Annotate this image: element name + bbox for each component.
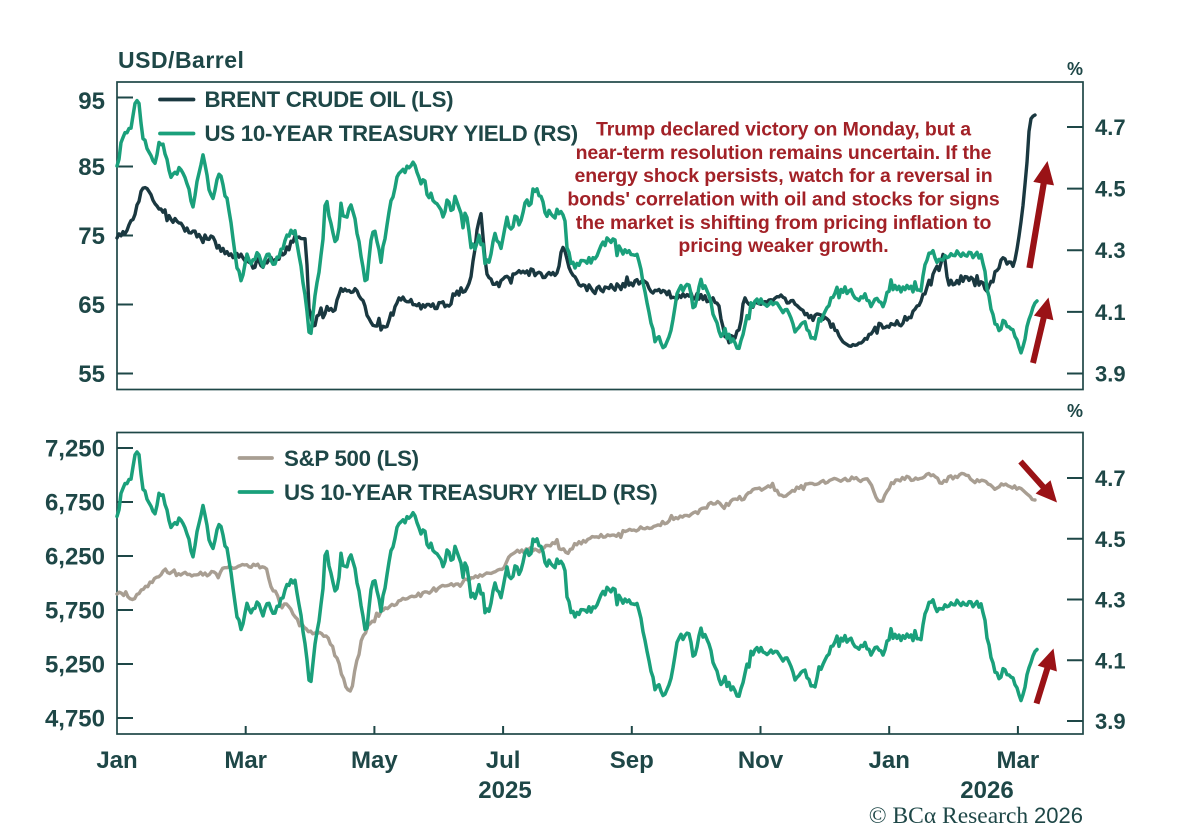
svg-text:Nov: Nov <box>738 747 784 774</box>
svg-text:3.9: 3.9 <box>1095 709 1126 734</box>
svg-text:the market is shifting from pr: the market is shifting from pricing infl… <box>576 212 992 234</box>
svg-text:S&P 500 (LS): S&P 500 (LS) <box>284 446 419 471</box>
svg-text:Jan: Jan <box>869 747 910 774</box>
svg-text:pricing weaker growth.: pricing weaker growth. <box>678 235 888 257</box>
svg-text:BRENT CRUDE OIL (LS): BRENT CRUDE OIL (LS) <box>205 87 454 112</box>
svg-text:2026: 2026 <box>960 777 1013 804</box>
svg-text:4.7: 4.7 <box>1095 115 1126 140</box>
svg-text:5,750: 5,750 <box>45 598 105 625</box>
svg-text:4.3: 4.3 <box>1095 588 1126 613</box>
svg-text:%: % <box>1067 59 1083 79</box>
svg-text:55: 55 <box>78 361 105 388</box>
svg-text:85: 85 <box>78 154 105 181</box>
svg-text:4,750: 4,750 <box>45 706 105 733</box>
svg-text:5,250: 5,250 <box>45 652 105 679</box>
svg-text:© BCα Research 2026: © BCα Research 2026 <box>869 803 1083 829</box>
svg-text:75: 75 <box>78 223 105 250</box>
svg-text:4.7: 4.7 <box>1095 466 1126 491</box>
svg-text:4.5: 4.5 <box>1095 177 1126 202</box>
svg-text:4.5: 4.5 <box>1095 527 1126 552</box>
svg-text:May: May <box>351 747 398 774</box>
svg-text:2025: 2025 <box>478 777 531 804</box>
svg-text:Jul: Jul <box>486 747 521 774</box>
svg-text:4.1: 4.1 <box>1095 648 1126 673</box>
svg-text:Mar: Mar <box>997 747 1040 774</box>
svg-text:near-term resolution remains u: near-term resolution remains uncertain. … <box>576 142 992 164</box>
svg-text:4.1: 4.1 <box>1095 300 1126 325</box>
svg-text:95: 95 <box>78 88 105 115</box>
svg-text:6,750: 6,750 <box>45 490 105 517</box>
svg-text:7,250: 7,250 <box>45 436 105 463</box>
svg-text:Sep: Sep <box>610 747 654 774</box>
svg-text:3.9: 3.9 <box>1095 362 1126 387</box>
svg-text:Jan: Jan <box>96 747 137 774</box>
svg-text:%: % <box>1067 401 1083 421</box>
svg-text:Trump declared victory on Mond: Trump declared victory on Monday, but a <box>596 119 971 141</box>
svg-text:65: 65 <box>78 292 105 319</box>
svg-text:USD/Barrel: USD/Barrel <box>118 47 244 73</box>
svg-text:Mar: Mar <box>224 747 267 774</box>
svg-text:energy shock persists, watch f: energy shock persists, watch for a rever… <box>574 165 992 187</box>
svg-text:US 10-YEAR TREASURY YIELD (RS): US 10-YEAR TREASURY YIELD (RS) <box>205 121 578 146</box>
svg-text:bonds' correlation with oil an: bonds' correlation with oil and stocks f… <box>567 189 999 211</box>
svg-text:6,250: 6,250 <box>45 544 105 571</box>
svg-text:4.3: 4.3 <box>1095 238 1126 263</box>
svg-text:US 10-YEAR TREASURY YIELD (RS): US 10-YEAR TREASURY YIELD (RS) <box>284 480 657 505</box>
